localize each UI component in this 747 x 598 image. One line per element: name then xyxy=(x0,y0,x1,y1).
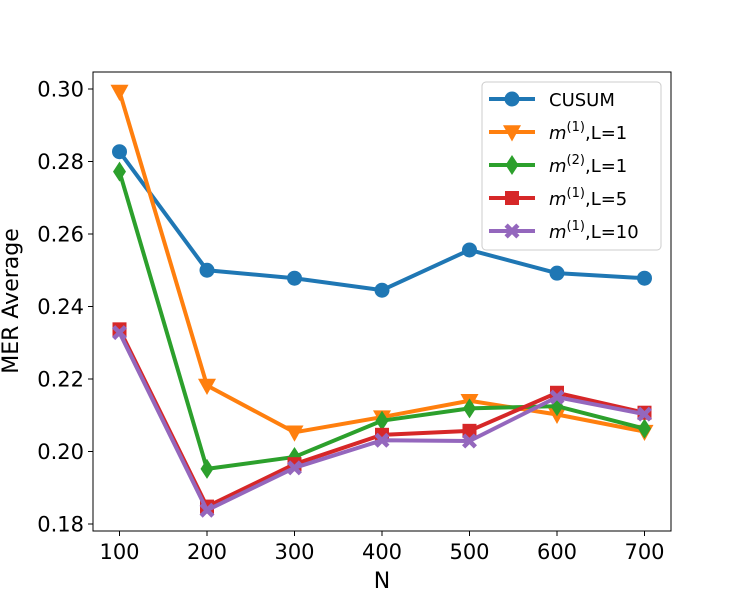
data-point xyxy=(110,84,129,101)
legend-label: CUSUM xyxy=(549,90,615,111)
legend-marker xyxy=(504,223,520,239)
x-tick-label: 200 xyxy=(187,540,227,564)
y-tick-label: 0.30 xyxy=(37,78,84,102)
data-point xyxy=(112,322,127,337)
data-point xyxy=(200,458,214,479)
legend-label: m(1),L=5 xyxy=(549,186,627,210)
y-axis: 0.18 0.20 0.22 0.24 0.26 0.28 0.30 xyxy=(37,78,93,537)
y-tick-label: 0.24 xyxy=(37,295,84,319)
series-layer xyxy=(110,84,654,518)
data-point xyxy=(637,270,652,286)
data-point xyxy=(374,432,390,448)
y-axis-label: MER Average xyxy=(0,228,24,374)
legend-entry: CUSUM xyxy=(489,90,615,111)
series-4 xyxy=(112,325,652,518)
data-point xyxy=(638,418,651,439)
y-tick-label: 0.26 xyxy=(37,223,84,247)
x-tick-label: 100 xyxy=(99,540,139,564)
data-point xyxy=(199,262,215,278)
legend-entry: m(1),L=10 xyxy=(489,219,639,243)
data-point xyxy=(375,410,389,431)
x-tick-label: 400 xyxy=(362,540,402,564)
data-point xyxy=(463,398,476,419)
x-tick-label: 600 xyxy=(537,540,577,564)
y-tick-label: 0.18 xyxy=(37,513,84,537)
legend-entry: m(2),L=1 xyxy=(489,153,627,177)
legend: CUSUM m(1),L=1 m(2),L=1 m(1),L=5 m(1),L=10 xyxy=(481,81,662,251)
data-point xyxy=(112,325,127,341)
legend-label: m(1),L=1 xyxy=(549,120,627,144)
data-point xyxy=(199,502,215,518)
y-tick-label: 0.22 xyxy=(37,368,84,392)
legend-label: m(2),L=1 xyxy=(549,153,627,177)
legend-entry: m(1),L=1 xyxy=(489,120,627,144)
data-point xyxy=(462,242,477,258)
x-tick-label: 300 xyxy=(274,540,314,564)
legend-marker xyxy=(503,125,521,142)
legend-label: m(1),L=10 xyxy=(549,219,639,243)
data-point xyxy=(112,144,127,160)
data-point xyxy=(374,282,390,298)
legend-marker xyxy=(504,91,520,107)
data-point xyxy=(198,378,216,395)
legend-marker xyxy=(505,191,519,205)
series-0 xyxy=(112,144,652,298)
y-tick-label: 0.20 xyxy=(37,440,84,464)
data-point xyxy=(287,460,302,476)
data-point xyxy=(549,265,565,281)
data-point xyxy=(287,270,302,286)
y-tick-label: 0.28 xyxy=(37,150,84,174)
data-point xyxy=(462,433,477,449)
x-tick-label: 500 xyxy=(449,540,489,564)
data-point xyxy=(637,406,652,422)
x-axis-label: N xyxy=(374,569,390,594)
legend-marker xyxy=(505,155,519,175)
x-axis: 100 200 300 400 500 600 700 xyxy=(99,531,665,564)
legend-entry: m(1),L=5 xyxy=(489,186,627,210)
x-tick-label: 700 xyxy=(624,540,664,564)
data-point xyxy=(549,389,565,405)
legend-box xyxy=(481,81,662,251)
data-point xyxy=(113,161,126,182)
data-point xyxy=(285,425,304,442)
